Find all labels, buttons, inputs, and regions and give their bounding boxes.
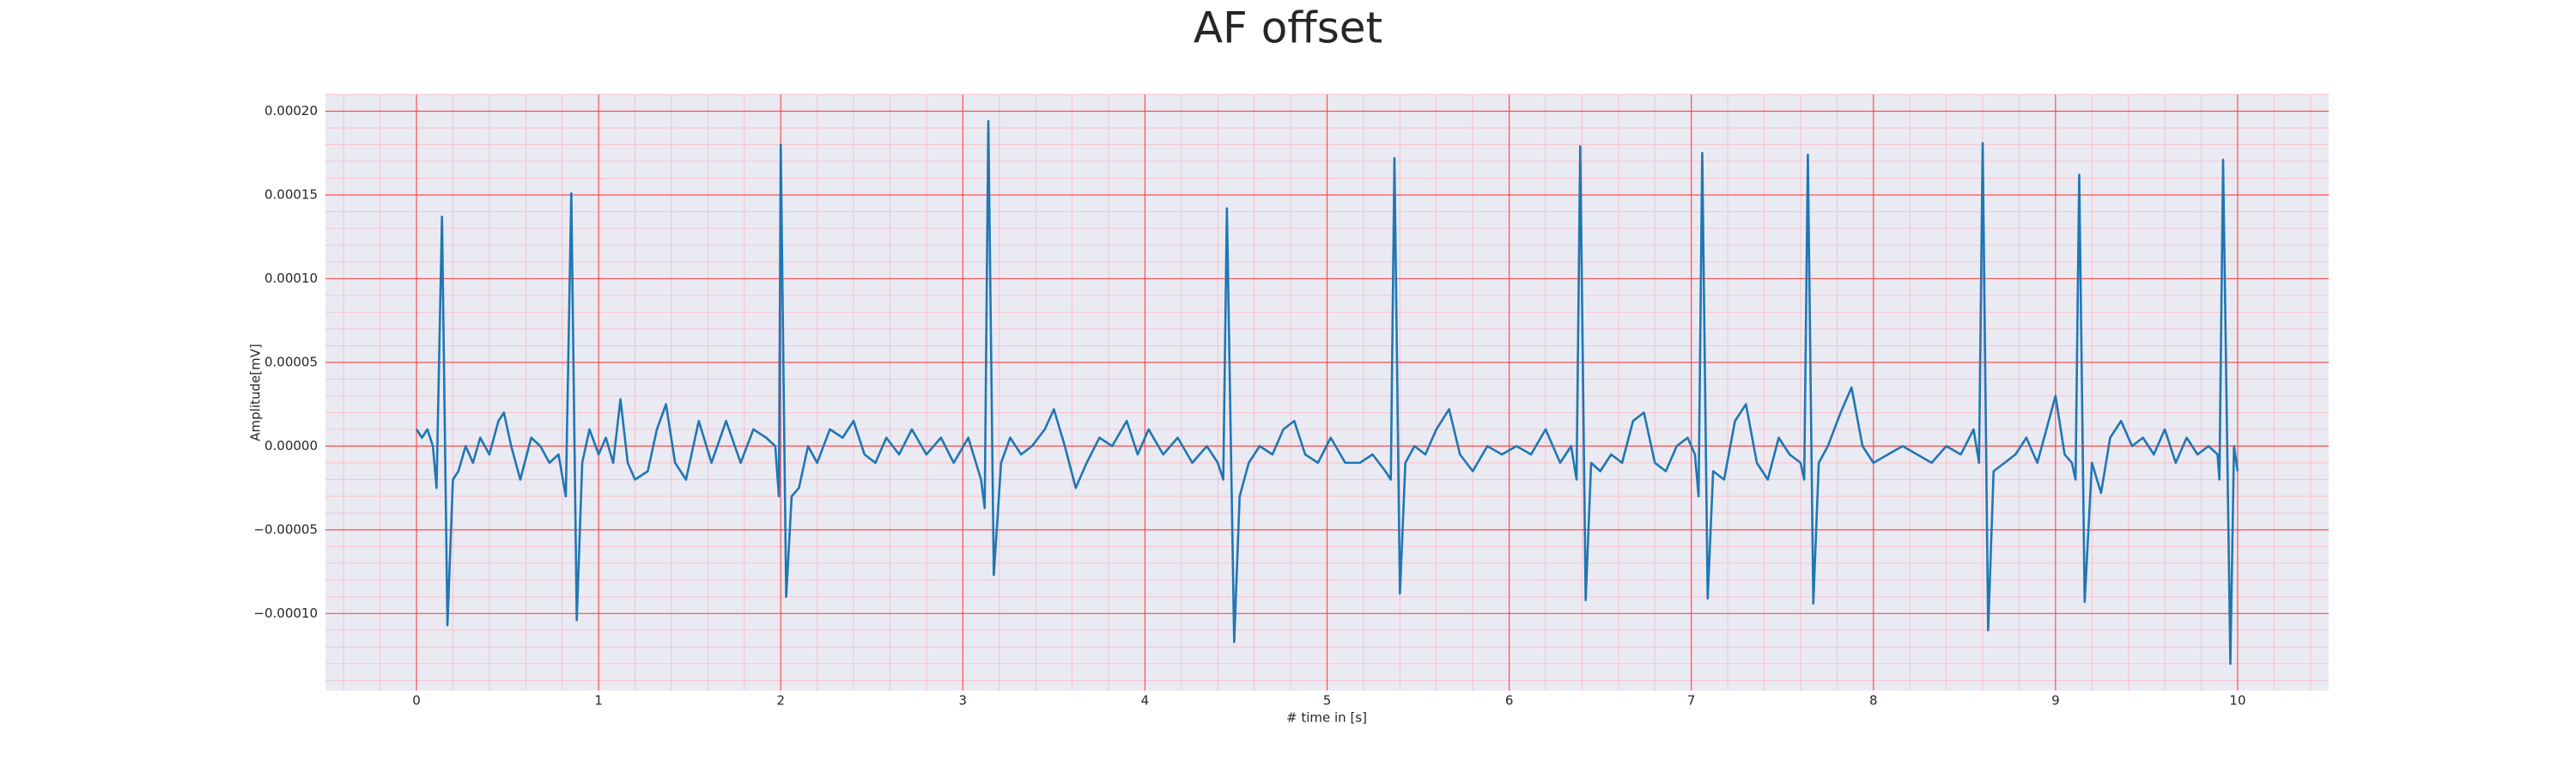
x-tick-label: 7 [1687,693,1696,709]
y-tick-label: 0.00010 [264,271,318,286]
x-axis-label: # time in [s] [1286,710,1367,726]
x-tick-label: 0 [412,693,421,709]
x-tick-label: 4 [1141,693,1150,709]
y-tick-label: −0.00010 [253,606,318,621]
x-tick-label: 6 [1505,693,1514,709]
marks [415,119,2239,666]
x-tick-label: 10 [2229,693,2245,709]
x-tick-label: 5 [1323,693,1332,709]
y-axis-label: Amplitude[mV] [248,344,264,441]
grid [325,94,2329,691]
y-tick-label: 0.00015 [264,186,318,202]
x-tick-label: 9 [2051,693,2060,709]
x-tick-label: 8 [1869,693,1878,709]
y-tick-label: 0.00000 [264,438,318,453]
y-tick-label: 0.00020 [264,103,318,119]
x-tick-label: 1 [594,693,603,709]
x-tick-label: 3 [959,693,968,709]
chart-title: AF offset [1194,3,1382,53]
signal-line [415,119,2239,666]
y-tick-label: 0.00005 [264,354,318,369]
y-tick-label: −0.00005 [253,521,318,537]
x-tick-label: 2 [776,693,785,709]
